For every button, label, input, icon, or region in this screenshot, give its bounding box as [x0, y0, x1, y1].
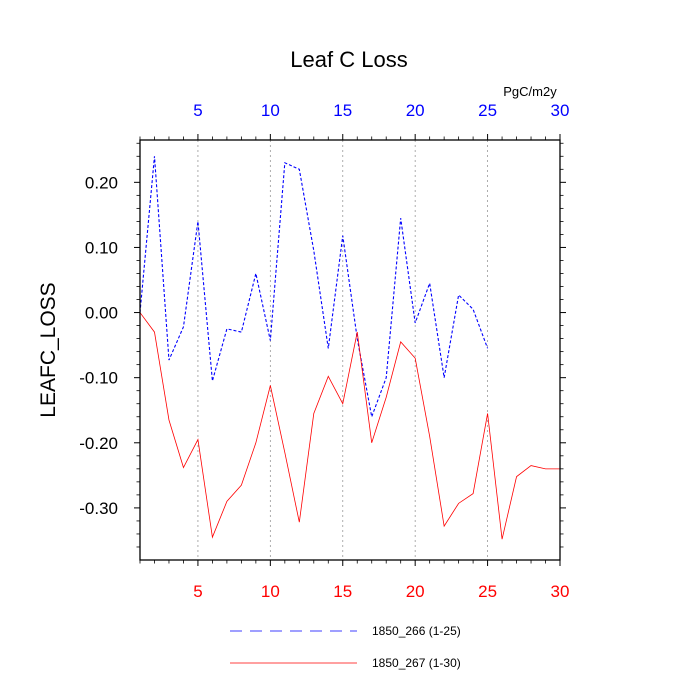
x-top-tick-label: 25 — [478, 101, 497, 120]
plot-frame — [139, 139, 561, 561]
y-tick-label: 0.20 — [85, 173, 118, 192]
x-bottom-tick-label: 10 — [261, 582, 280, 601]
x-top-tick-label: 15 — [333, 101, 352, 120]
y-tick-label: -0.10 — [79, 369, 118, 388]
x-top-tick-label: 5 — [193, 101, 202, 120]
x-bottom-tick-label: 20 — [406, 582, 425, 601]
y-tick-label: -0.20 — [79, 434, 118, 453]
x-bottom-tick-label: 15 — [333, 582, 352, 601]
units-label: PgC/m2y — [503, 84, 557, 99]
x-top-tick-label: 10 — [261, 101, 280, 120]
y-tick-label: -0.30 — [79, 499, 118, 518]
legend-label-2: 1850_267 (1-30) — [372, 656, 461, 670]
tick-labels: 0.20 0.10 0.00 -0.10 -0.20 -0.30 5 10 15 20 25 30 5 1… — [79, 101, 569, 601]
chart-title: Leaf C Loss — [290, 47, 407, 72]
x-top-tick-label: 30 — [551, 101, 570, 120]
axis-ticks — [134, 134, 566, 566]
x-top-tick-label: 20 — [406, 101, 425, 120]
vertical-grid — [197, 140, 488, 560]
y-tick-label: 0.00 — [85, 304, 118, 323]
y-tick-label: 0.10 — [85, 238, 118, 257]
series-layer — [139, 156, 560, 540]
x-bottom-tick-label: 5 — [193, 582, 202, 601]
y-axis-label: LEAFC_LOSS — [37, 282, 60, 417]
legend-label-1: 1850_266 (1-25) — [372, 624, 461, 638]
x-bottom-tick-label: 25 — [478, 582, 497, 601]
x-bottom-tick-label: 30 — [551, 582, 570, 601]
legend: 1850_266 (1-25) 1850_267 (1-30) — [230, 624, 461, 670]
series-line-2 — [139, 312, 560, 540]
series-line-1 — [139, 156, 489, 419]
